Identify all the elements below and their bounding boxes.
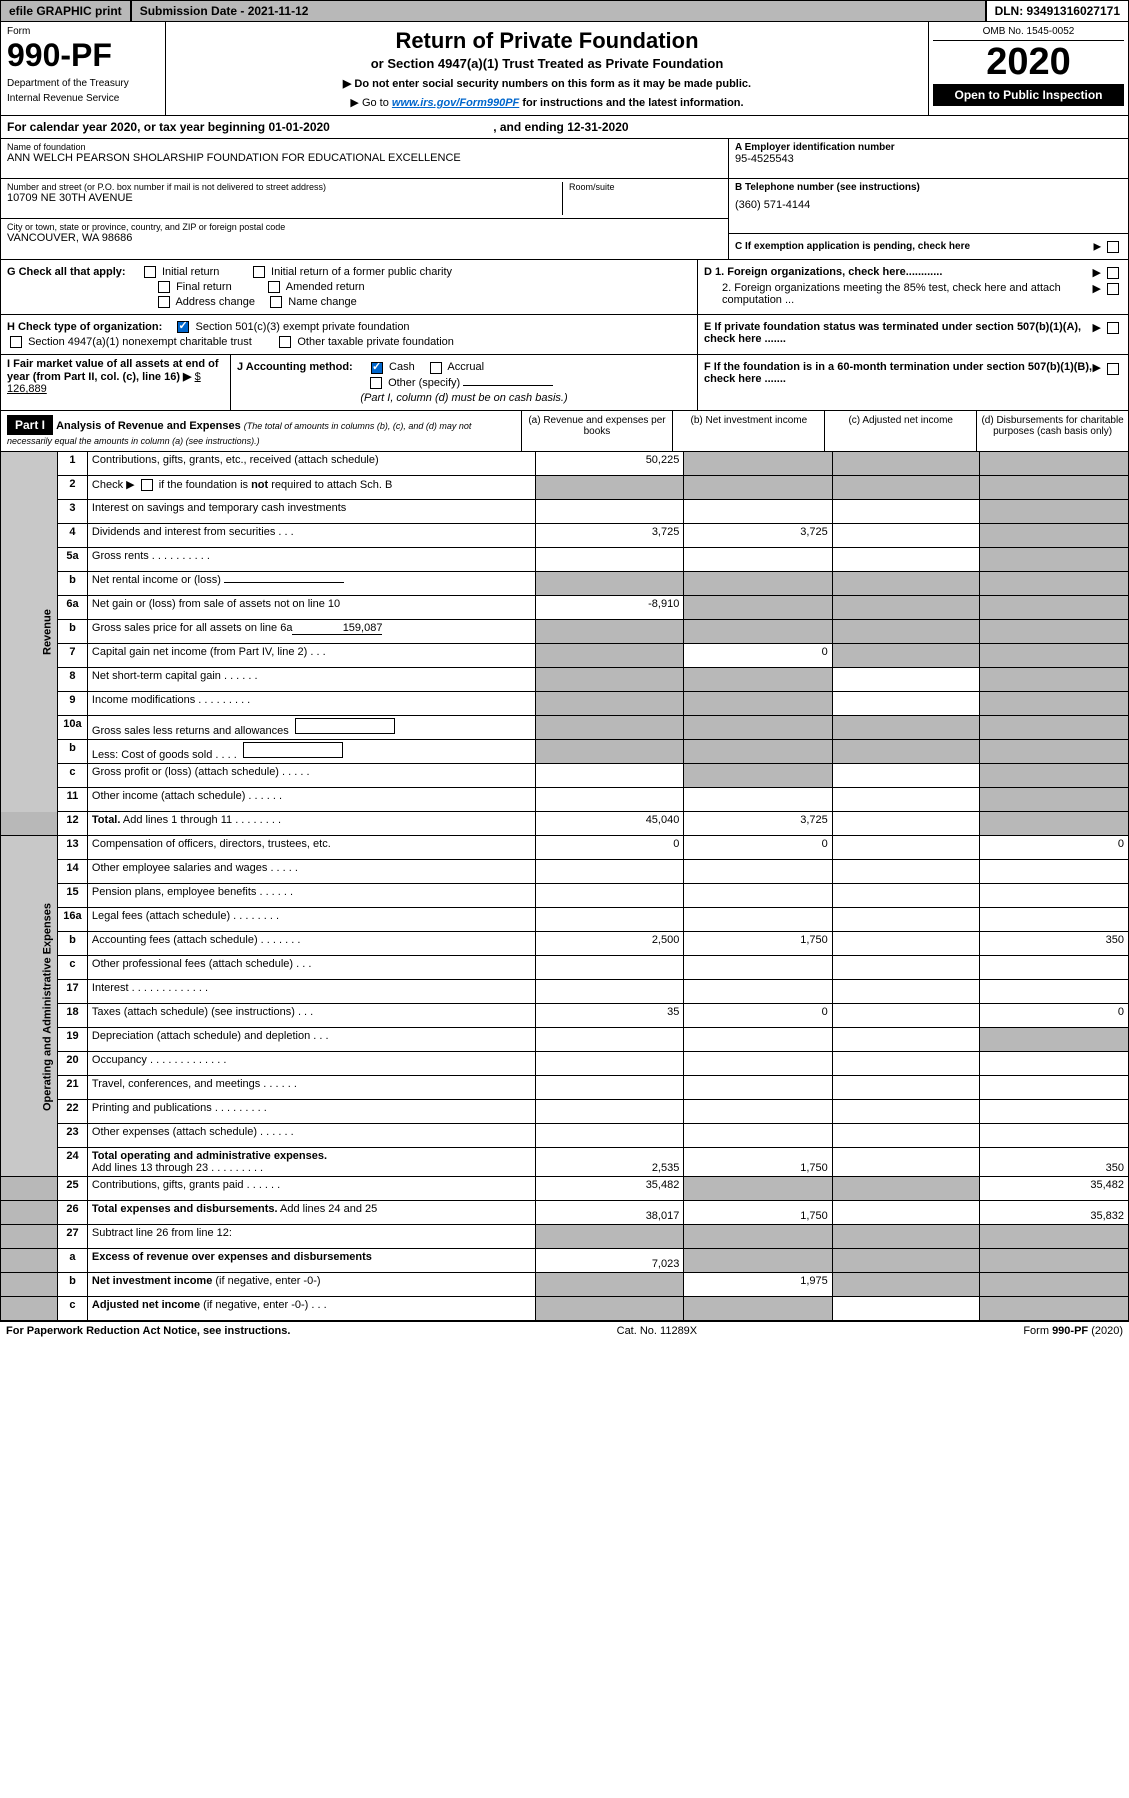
- h-4947-checkbox[interactable]: [10, 336, 22, 348]
- d2-label: 2. Foreign organizations meeting the 85%…: [722, 282, 1061, 306]
- c-checkbox[interactable]: [1107, 241, 1119, 253]
- analysis-table: Revenue 1Contributions, gifts, grants, e…: [0, 452, 1129, 1322]
- tax-year: 2020: [933, 41, 1124, 84]
- dept-treasury: Department of the Treasury: [7, 78, 159, 89]
- year-box: OMB No. 1545-0052 2020 Open to Public In…: [928, 22, 1128, 115]
- irs-link[interactable]: www.irs.gov/Form990PF: [392, 97, 519, 109]
- g-former-checkbox[interactable]: [253, 266, 265, 278]
- paperwork-notice: For Paperwork Reduction Act Notice, see …: [6, 1325, 290, 1337]
- j-note: (Part I, column (d) must be on cash basi…: [237, 392, 691, 404]
- city-label: City or town, state or province, country…: [7, 222, 722, 232]
- foundation-info-grid: Name of foundation ANN WELCH PEARSON SHO…: [0, 139, 1129, 260]
- form-top-section: Form 990-PF Department of the Treasury I…: [0, 22, 1129, 116]
- col-d-header: (d) Disbursements for charitable purpose…: [976, 411, 1128, 451]
- part1-header-row: Part I Analysis of Revenue and Expenses …: [0, 411, 1129, 452]
- g-address-checkbox[interactable]: [158, 296, 170, 308]
- inspection-label: Open to Public Inspection: [933, 84, 1124, 106]
- phone-value: (360) 571-4144: [735, 199, 1122, 211]
- part1-title: Analysis of Revenue and Expenses: [56, 420, 241, 432]
- g-section: G Check all that apply: Initial return I…: [7, 266, 691, 278]
- footer-row: For Paperwork Reduction Act Notice, see …: [0, 1321, 1129, 1340]
- part1-badge: Part I: [7, 415, 53, 435]
- check-sections: G Check all that apply: Initial return I…: [0, 260, 1129, 315]
- j-accrual-checkbox[interactable]: [430, 362, 442, 374]
- cat-number: Cat. No. 11289X: [617, 1325, 698, 1337]
- form-ref: Form 990-PF (2020): [1023, 1325, 1123, 1337]
- ein-label: A Employer identification number: [735, 142, 1122, 153]
- form-title: Return of Private Foundation: [172, 28, 922, 54]
- foundation-address: 10709 NE 30TH AVENUE: [7, 192, 562, 204]
- i-label: I Fair market value of all assets at end…: [7, 358, 219, 383]
- submission-date: Submission Date - 2021-11-12: [132, 1, 987, 21]
- dept-irs: Internal Revenue Service: [7, 93, 159, 104]
- form-number: 990-PF: [7, 37, 159, 74]
- header-bar: efile GRAPHIC print Submission Date - 20…: [0, 0, 1129, 22]
- form-label: Form: [7, 26, 159, 37]
- address-label: Number and street (or P.O. box number if…: [7, 182, 562, 192]
- g-amended-checkbox[interactable]: [268, 281, 280, 293]
- foundation-name: ANN WELCH PEARSON SHOLARSHIP FOUNDATION …: [7, 152, 722, 164]
- phone-label: B Telephone number (see instructions): [735, 182, 1122, 193]
- h-section-row: H Check type of organization: Section 50…: [0, 315, 1129, 355]
- g-final-checkbox[interactable]: [158, 281, 170, 293]
- dln: DLN: 93491316027171: [987, 1, 1128, 21]
- ein-value: 95-4525543: [735, 153, 1122, 165]
- e-label: E If private foundation status was termi…: [704, 321, 1081, 345]
- form-number-box: Form 990-PF Department of the Treasury I…: [1, 22, 166, 115]
- name-label: Name of foundation: [7, 142, 722, 152]
- h-501c3-checkbox[interactable]: [177, 321, 189, 333]
- form-subtitle: or Section 4947(a)(1) Trust Treated as P…: [172, 56, 922, 71]
- j-cash-checkbox[interactable]: [371, 362, 383, 374]
- g-initial-checkbox[interactable]: [144, 266, 156, 278]
- form-title-box: Return of Private Foundation or Section …: [166, 22, 928, 115]
- e-checkbox[interactable]: [1107, 322, 1119, 334]
- ij-section-row: I Fair market value of all assets at end…: [0, 355, 1129, 410]
- revenue-side-label: Revenue: [1, 452, 58, 812]
- d2-checkbox[interactable]: [1107, 283, 1119, 295]
- d1-label: D 1. Foreign organizations, check here..…: [704, 266, 942, 278]
- h-other-checkbox[interactable]: [279, 336, 291, 348]
- j-other-checkbox[interactable]: [370, 377, 382, 389]
- efile-label[interactable]: efile GRAPHIC print: [1, 1, 132, 21]
- foundation-city: VANCOUVER, WA 98686: [7, 232, 722, 244]
- g-name-checkbox[interactable]: [270, 296, 282, 308]
- col-b-header: (b) Net investment income: [672, 411, 824, 451]
- f-label: F If the foundation is in a 60-month ter…: [704, 361, 1092, 385]
- col-a-header: (a) Revenue and expenses per books: [521, 411, 673, 451]
- operating-side-label: Operating and Administrative Expenses: [1, 836, 58, 1177]
- d1-checkbox[interactable]: [1107, 267, 1119, 279]
- form-note-2: ▶ Go to www.irs.gov/Form990PF for instru…: [172, 96, 922, 109]
- f-checkbox[interactable]: [1107, 363, 1119, 375]
- section-c-label: C If exemption application is pending, c…: [735, 241, 970, 252]
- room-label: Room/suite: [569, 182, 722, 192]
- col-c-header: (c) Adjusted net income: [824, 411, 976, 451]
- calendar-year-row: For calendar year 2020, or tax year begi…: [0, 116, 1129, 139]
- omb-number: OMB No. 1545-0052: [933, 26, 1124, 41]
- form-note-1: ▶ Do not enter social security numbers o…: [172, 77, 922, 90]
